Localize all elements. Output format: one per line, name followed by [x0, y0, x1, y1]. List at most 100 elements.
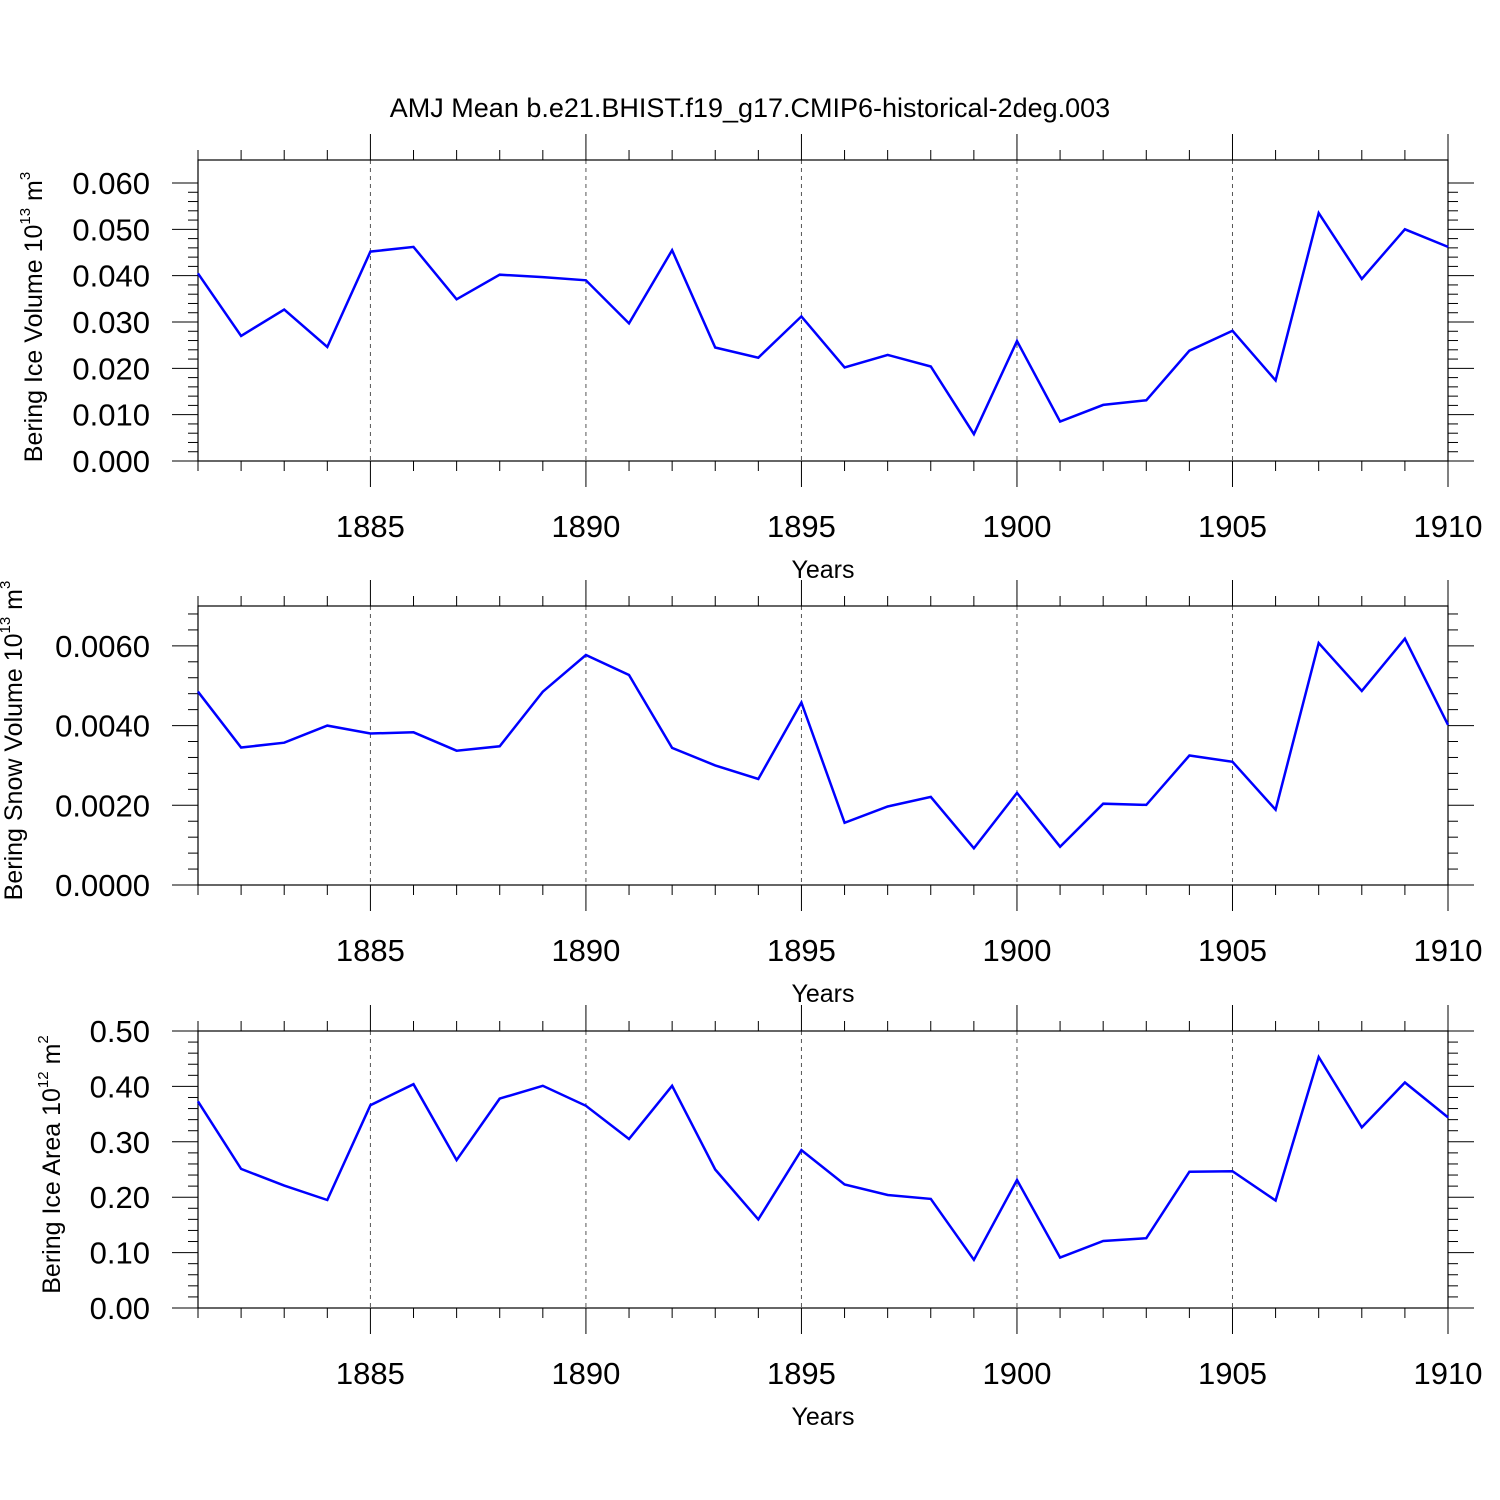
snow-volume-xtick-label: 1890 — [551, 933, 620, 968]
ice-area-data-point — [1447, 1116, 1449, 1118]
ice-volume-ytick-label: 0.040 — [72, 259, 150, 294]
ice-area-frame — [197, 1030, 1449, 1309]
ice-volume-data-point — [973, 433, 975, 435]
ice-volume-ytick-label: 0.030 — [72, 305, 150, 340]
snow-volume-yaxis-title: Bering Snow Volume 1013 m3 — [0, 581, 28, 901]
ice-area-data-point — [930, 1198, 932, 1200]
ice-volume-data-point — [1145, 399, 1147, 401]
ice-volume-xtick-label: 1910 — [1414, 509, 1483, 544]
snow-volume-data-point — [369, 733, 371, 735]
ice-area-xtick-label: 1900 — [982, 1356, 1051, 1391]
ice-volume-xtick-label: 1905 — [1198, 509, 1267, 544]
ice-volume-data-point — [1231, 330, 1233, 332]
snow-volume-data-point — [1447, 724, 1449, 726]
ice-area-xaxis-title: Years — [791, 1403, 854, 1431]
ice-area-xtick-label: 1905 — [1198, 1356, 1267, 1391]
snow-volume-xtick-label: 1905 — [1198, 933, 1267, 968]
ice-area-data-point — [1318, 1056, 1320, 1058]
ice-area-data-point — [326, 1199, 328, 1201]
ice-area-xtick-label: 1885 — [336, 1356, 405, 1391]
snow-volume-data-point — [1275, 809, 1277, 811]
ice-volume-ytick-label: 0.020 — [72, 351, 150, 386]
ice-volume-data-point — [1059, 421, 1061, 423]
ice-volume-ytick-label: 0.000 — [72, 444, 150, 479]
ice-area-data-point — [1016, 1179, 1018, 1181]
ice-volume-xtick-label: 1890 — [551, 509, 620, 544]
ice-area-data-point — [499, 1098, 501, 1100]
ice-volume-data-point — [1016, 340, 1018, 342]
snow-volume-data-point — [585, 654, 587, 656]
ice-volume-data-point — [1404, 228, 1406, 230]
snow-volume-data-point — [671, 747, 673, 749]
snow-volume-data-point — [197, 691, 199, 693]
ice-volume-data-point — [240, 335, 242, 337]
snow-volume-xtick-label: 1900 — [982, 933, 1051, 968]
ice-volume-data-point — [844, 366, 846, 368]
ice-volume-data-point — [585, 279, 587, 281]
ice-volume-data-point — [887, 354, 889, 356]
ice-volume-data-point — [800, 315, 802, 317]
ice-area-data-point — [973, 1259, 975, 1261]
ice-area-data-point — [628, 1138, 630, 1140]
ice-area-data-point — [413, 1083, 415, 1085]
ice-area-data-point — [1188, 1171, 1190, 1173]
ice-area-xtick-label: 1895 — [767, 1356, 836, 1391]
panel-ice-area: 1885 1890 1895 1900 1905 1910 Years 0.00 0.10 0.2… — [35, 1005, 1482, 1431]
snow-volume-xtick-label: 1895 — [767, 933, 836, 968]
ice-area-data-point — [757, 1218, 759, 1220]
snow-volume-frame — [197, 605, 1449, 886]
ice-area-data-point — [240, 1168, 242, 1170]
ice-area-ytick-label: 0.10 — [90, 1236, 150, 1271]
ice-volume-data-point — [283, 308, 285, 310]
ice-area-data-point — [1231, 1170, 1233, 1172]
snow-volume-data-point — [413, 731, 415, 733]
ice-volume-data-point — [413, 246, 415, 248]
ice-area-data-point — [456, 1159, 458, 1161]
ice-area-ytick-label: 0.00 — [90, 1291, 150, 1326]
ice-area-ytick-label: 0.30 — [90, 1125, 150, 1160]
ice-volume-data-point — [714, 346, 716, 348]
snow-volume-data-point — [1102, 803, 1104, 805]
snow-volume-data-point — [1059, 846, 1061, 848]
snow-volume-data-point — [1404, 638, 1406, 640]
ice-volume-yaxis-title: Bering Ice Volume 1013 m3 — [17, 172, 48, 462]
ice-area-data-point — [1102, 1240, 1104, 1242]
ice-area-data-point — [197, 1100, 199, 1102]
ice-volume-xtick-label: 1895 — [767, 509, 836, 544]
snow-volume-data-point — [887, 805, 889, 807]
ice-volume-data-point — [326, 346, 328, 348]
ice-volume-data-point — [456, 298, 458, 300]
ice-volume-data-point — [628, 322, 630, 324]
ice-volume-ytick-label: 0.010 — [72, 398, 150, 433]
snow-volume-series-line — [197, 636, 1450, 851]
ice-volume-data-point — [542, 276, 544, 278]
snow-volume-data-point — [456, 750, 458, 752]
snow-volume-data-point — [1231, 761, 1233, 763]
ice-volume-data-point — [1275, 379, 1277, 381]
snow-volume-data-point — [800, 701, 802, 703]
snow-volume-ytick-label: 0.0020 — [55, 788, 150, 823]
snow-volume-data-point — [973, 847, 975, 849]
ice-area-data-point — [1404, 1082, 1406, 1084]
snow-volume-data-point — [1318, 642, 1320, 644]
snow-volume-data-point — [628, 674, 630, 676]
ice-area-data-point — [283, 1185, 285, 1187]
snow-volume-data-point — [499, 745, 501, 747]
ice-volume-xtick-label: 1900 — [982, 509, 1051, 544]
ice-area-ytick-label: 0.20 — [90, 1180, 150, 1215]
ice-volume-data-point — [499, 274, 501, 276]
snow-volume-data-point — [326, 725, 328, 727]
ice-area-data-point — [1145, 1237, 1147, 1239]
ice-area-data-point — [844, 1183, 846, 1185]
ice-area-series-line — [196, 1053, 1449, 1263]
ice-volume-series-line — [196, 210, 1449, 437]
ice-volume-data-point — [1361, 278, 1363, 280]
ice-volume-xaxis-title: Years — [791, 556, 854, 584]
snow-volume-data-point — [844, 822, 846, 824]
snow-volume-data-point — [542, 691, 544, 693]
ice-area-data-point — [1361, 1126, 1363, 1128]
snow-volume-xtick-label: 1885 — [336, 933, 405, 968]
snow-volume-data-point — [930, 796, 932, 798]
ice-area-ytick-label: 0.50 — [90, 1014, 150, 1049]
